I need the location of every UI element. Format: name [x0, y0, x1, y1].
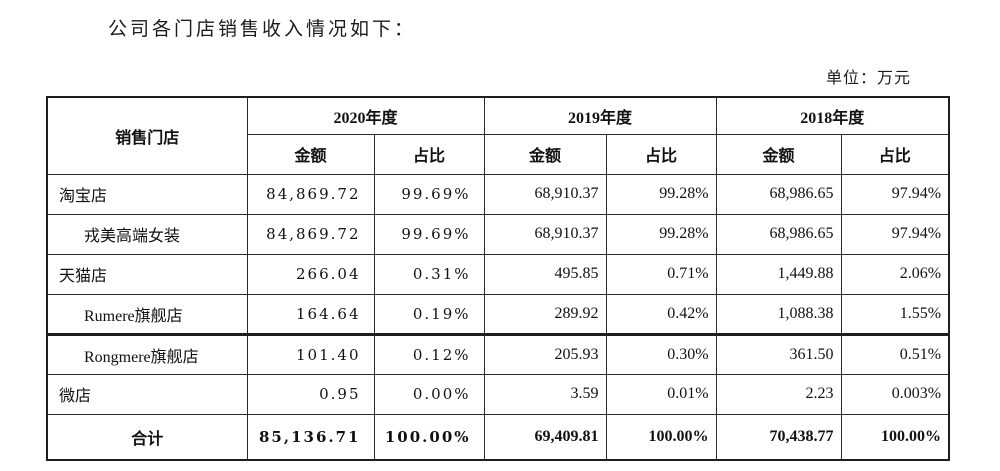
- col-header-amount-2020: 金额: [246, 133, 375, 175]
- table-header-row-years: 销售门店 2020年度 2019年度 2018年度: [46, 96, 950, 175]
- ratio-2020-cell: 0.31%: [373, 253, 485, 295]
- amount-2020-cell: 266.04: [246, 253, 375, 295]
- table-row: 微店 0.95 0.00% 3.59 0.01% 2.23 0.003%: [46, 373, 950, 415]
- col-header-year-2018: 2018年度: [715, 96, 950, 135]
- amount-2019-cell: 3.59: [483, 373, 607, 415]
- amount-2020-cell: 101.40: [246, 332, 375, 375]
- col-header-year-2020: 2020年度: [246, 96, 485, 135]
- table-row: Rumere旗舰店 164.64 0.19% 289.92 0.42% 1,08…: [46, 293, 950, 335]
- ratio-2020-cell: 0.00%: [373, 373, 485, 415]
- amount-2018-cell: 2.23: [715, 373, 842, 415]
- ratio-2018-cell: 0.51%: [840, 332, 950, 375]
- ratio-2019-cell: 0.42%: [605, 293, 717, 335]
- amount-2020-cell: 84,869.72: [246, 173, 375, 215]
- ratio-2019-cell: 0.01%: [605, 373, 717, 415]
- col-header-ratio-2020: 占比: [373, 133, 485, 175]
- amount-2018-cell: 68,986.65: [715, 213, 842, 255]
- total-ratio-2020-cell: 100.00%: [373, 413, 485, 461]
- ratio-2020-cell: 99.69%: [373, 173, 485, 215]
- total-amount-2019-cell: 69,409.81: [483, 413, 607, 461]
- ratio-2018-cell: 2.06%: [840, 253, 950, 295]
- store-cell: Rumere旗舰店: [46, 293, 248, 335]
- store-cell: 天猫店: [46, 253, 248, 295]
- amount-2020-cell: 84,869.72: [246, 213, 375, 255]
- ratio-2018-cell: 1.55%: [840, 293, 950, 335]
- total-ratio-2018-cell: 100.00%: [840, 413, 950, 461]
- col-header-ratio-2018: 占比: [840, 133, 950, 175]
- ratio-2019-cell: 99.28%: [605, 213, 717, 255]
- ratio-2020-cell: 99.69%: [373, 213, 485, 255]
- amount-2019-cell: 68,910.37: [483, 213, 607, 255]
- ratio-2019-cell: 0.71%: [605, 253, 717, 295]
- store-cell: 戎美高端女装: [46, 213, 248, 255]
- amount-2019-cell: 289.92: [483, 293, 607, 335]
- store-cell: Rongmere旗舰店: [46, 332, 248, 375]
- ratio-2018-cell: 97.94%: [840, 213, 950, 255]
- amount-2019-cell: 495.85: [483, 253, 607, 295]
- col-header-amount-2019: 金额: [483, 133, 607, 175]
- amount-2018-cell: 361.50: [715, 332, 842, 375]
- amount-2018-cell: 1,088.38: [715, 293, 842, 335]
- ratio-2019-cell: 99.28%: [605, 173, 717, 215]
- col-header-year-2019: 2019年度: [483, 96, 717, 135]
- sales-revenue-table: 销售门店 2020年度 2019年度 2018年度 金额 占比 金额 占比 金额…: [46, 96, 951, 461]
- ratio-2020-cell: 0.19%: [373, 293, 485, 335]
- amount-2018-cell: 68,986.65: [715, 173, 842, 215]
- table-total-row: 合计 85,136.71 100.00% 69,409.81 100.00% 7…: [46, 413, 950, 461]
- total-amount-2018-cell: 70,438.77: [715, 413, 842, 461]
- table-row: 天猫店 266.04 0.31% 495.85 0.71% 1,449.88 2…: [46, 253, 950, 295]
- store-cell: 淘宝店: [46, 173, 248, 215]
- table-row: Rongmere旗舰店 101.40 0.12% 205.93 0.30% 36…: [46, 332, 950, 375]
- ratio-2018-cell: 0.003%: [840, 373, 950, 415]
- amount-2020-cell: 164.64: [246, 293, 375, 335]
- total-amount-2020-cell: 85,136.71: [246, 413, 375, 461]
- col-header-amount-2018: 金额: [715, 133, 842, 175]
- col-header-store: 销售门店: [46, 96, 248, 175]
- amount-2020-cell: 0.95: [246, 373, 375, 415]
- amount-2019-cell: 68,910.37: [483, 173, 607, 215]
- col-header-ratio-2019: 占比: [605, 133, 717, 175]
- table-header-row-measures: 金额 占比 金额 占比 金额 占比: [47, 133, 950, 175]
- table-row: 淘宝店 84,869.72 99.69% 68,910.37 99.28% 68…: [46, 173, 950, 215]
- amount-2018-cell: 1,449.88: [715, 253, 842, 295]
- table-row: 戎美高端女装 84,869.72 99.69% 68,910.37 99.28%…: [46, 213, 950, 255]
- total-label-cell: 合计: [46, 413, 248, 461]
- unit-label: 单位：万元: [826, 70, 912, 87]
- total-ratio-2019-cell: 100.00%: [605, 413, 717, 461]
- amount-2019-cell: 205.93: [483, 332, 607, 375]
- ratio-2018-cell: 97.94%: [840, 173, 950, 215]
- store-cell: 微店: [46, 373, 248, 415]
- doc-title: 公司各门店销售收入情况如下：: [108, 19, 417, 40]
- ratio-2020-cell: 0.12%: [373, 332, 485, 375]
- ratio-2019-cell: 0.30%: [605, 332, 717, 375]
